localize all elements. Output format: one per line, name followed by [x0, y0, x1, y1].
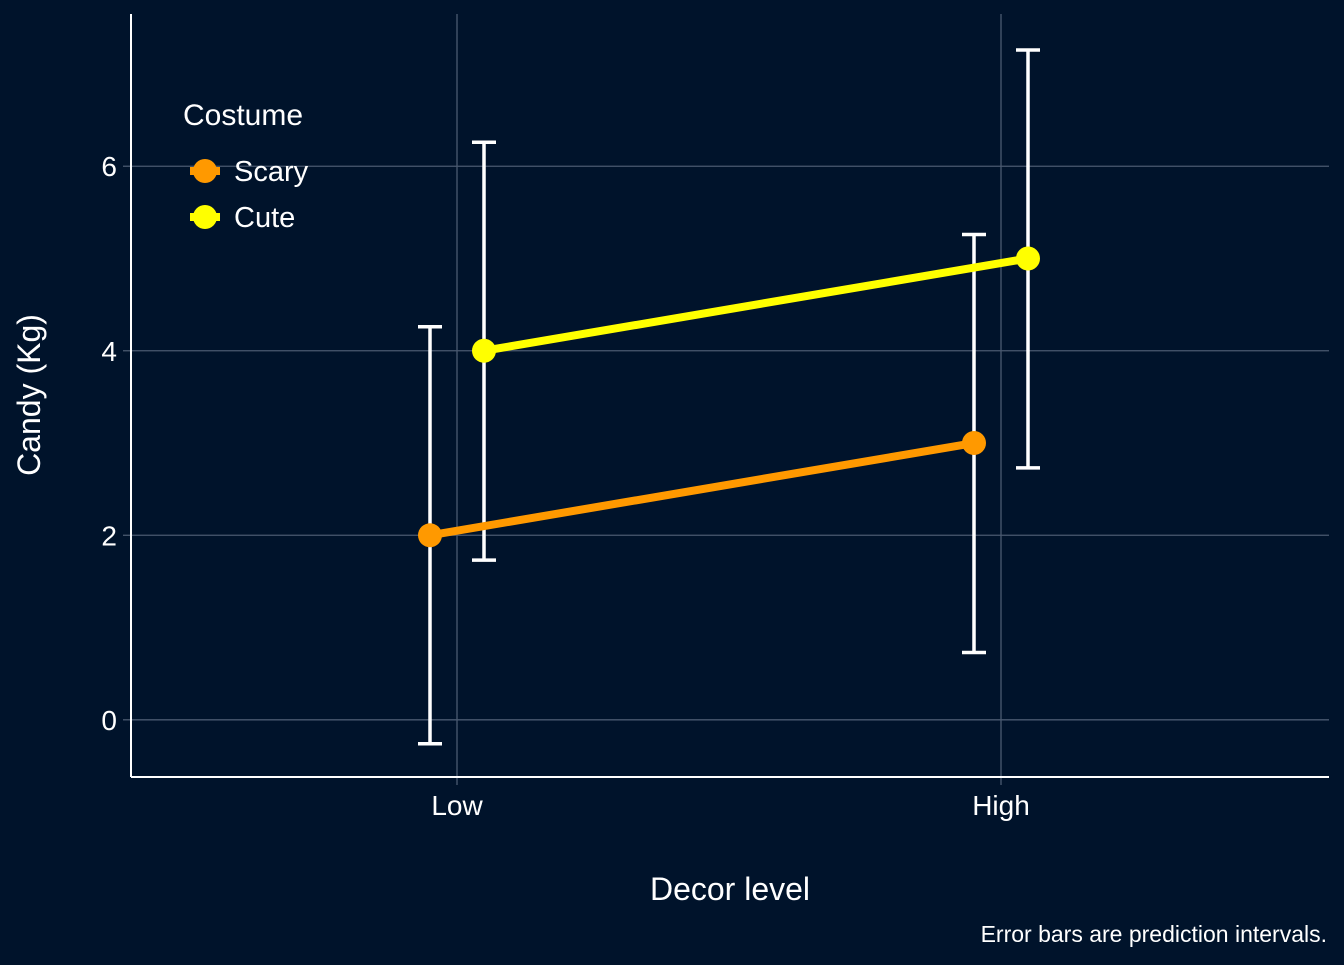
legend-label-scary: Scary [234, 156, 309, 188]
x-tick-label: Low [431, 790, 483, 821]
legend: Costume Scary Cute [183, 99, 309, 234]
data-point-cute [472, 338, 496, 363]
grid-layer [131, 14, 1329, 777]
series-line-cute [480, 254, 1032, 355]
data-point-cute [1016, 246, 1040, 271]
data-point-scary [962, 431, 986, 456]
data-point-scary [418, 523, 442, 548]
series-lines [426, 254, 1032, 540]
y-tick-label: 0 [101, 705, 117, 736]
legend-label-cute: Cute [234, 202, 295, 234]
legend-title: Costume [183, 99, 303, 132]
error-bars [418, 48, 1040, 746]
x-tick-label: High [972, 790, 1030, 821]
axis-layer: 0 2 4 6 Low High [101, 14, 1329, 821]
legend-key-point-scary [193, 159, 217, 183]
series-line-scary [426, 439, 978, 540]
legend-key-point-cute [193, 205, 217, 229]
y-tick-label: 2 [101, 520, 117, 551]
caption: Error bars are prediction intervals. [981, 921, 1327, 947]
series-points [418, 246, 1040, 548]
y-tick-label: 6 [101, 151, 117, 182]
x-axis-label: Decor level [650, 871, 810, 907]
y-tick-label: 4 [101, 336, 117, 367]
y-axis-label: Candy (Kg) [11, 314, 47, 476]
series-layer [418, 48, 1040, 746]
